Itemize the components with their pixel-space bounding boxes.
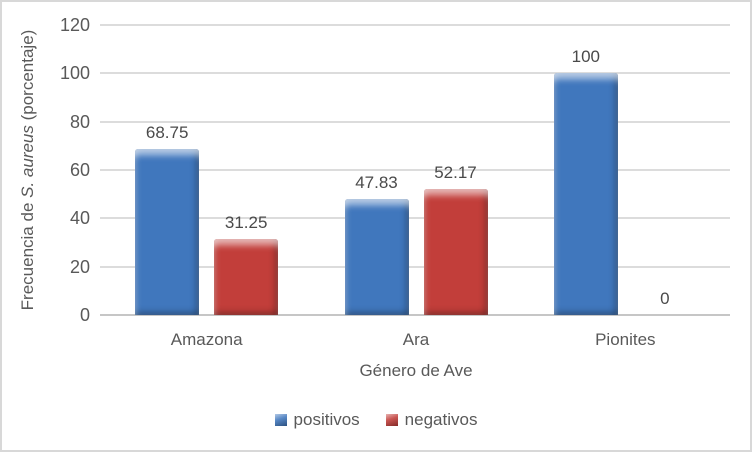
gridline: [100, 217, 730, 220]
bar-positivos-ara: [344, 199, 409, 315]
category-label-ara: Ara: [402, 330, 430, 349]
y-tick-label: 40: [69, 208, 90, 229]
data-label-positivos-amazona: 68.75: [145, 122, 189, 142]
bar-positivos-pionites: [553, 73, 618, 315]
y-tick-label: 100: [59, 63, 90, 84]
bar-negativos-amazona: [214, 239, 279, 315]
legend-item-positivos: positivos: [274, 410, 360, 430]
y-tick-label: 0: [79, 305, 90, 325]
data-label-negativos-ara: 52.17: [434, 162, 477, 182]
legend-marker-positivos-icon: [274, 414, 287, 426]
gridline: [100, 120, 730, 123]
y-tick-label: 60: [69, 160, 90, 180]
gridline: [100, 72, 730, 75]
data-label-negativos-amazona: 31.25: [224, 213, 268, 233]
x-axis-title: Género de Ave: [359, 361, 473, 380]
gridline: [100, 24, 730, 26]
legend-label-negativos: negativos: [404, 410, 478, 429]
bar-positivos-amazona: [135, 148, 200, 315]
category-label-pionites: Pionites: [595, 330, 656, 349]
gridline: [100, 265, 730, 268]
y-tick-label: 80: [69, 111, 90, 132]
gridline: [100, 169, 730, 171]
bar-negativos-ara: [423, 188, 488, 315]
category-label-amazona: Amazona: [170, 330, 243, 349]
y-tick-label: 120: [59, 15, 90, 35]
legend-item-negativos: negativos: [385, 410, 478, 430]
data-label-positivos-pionites: 100: [571, 47, 601, 67]
y-tick-label: 20: [69, 256, 90, 277]
data-label-positivos-ara: 47.83: [355, 173, 398, 193]
legend: positivos negativos: [2, 410, 750, 430]
data-label-negativos-pionites: 0: [660, 289, 670, 308]
legend-marker-negativos-icon: [385, 414, 398, 426]
x-axis-line: [100, 314, 730, 316]
plot-area: 68.75 31.25 47.83 52.17 100 0: [100, 24, 730, 316]
legend-label-positivos: positivos: [293, 410, 360, 429]
